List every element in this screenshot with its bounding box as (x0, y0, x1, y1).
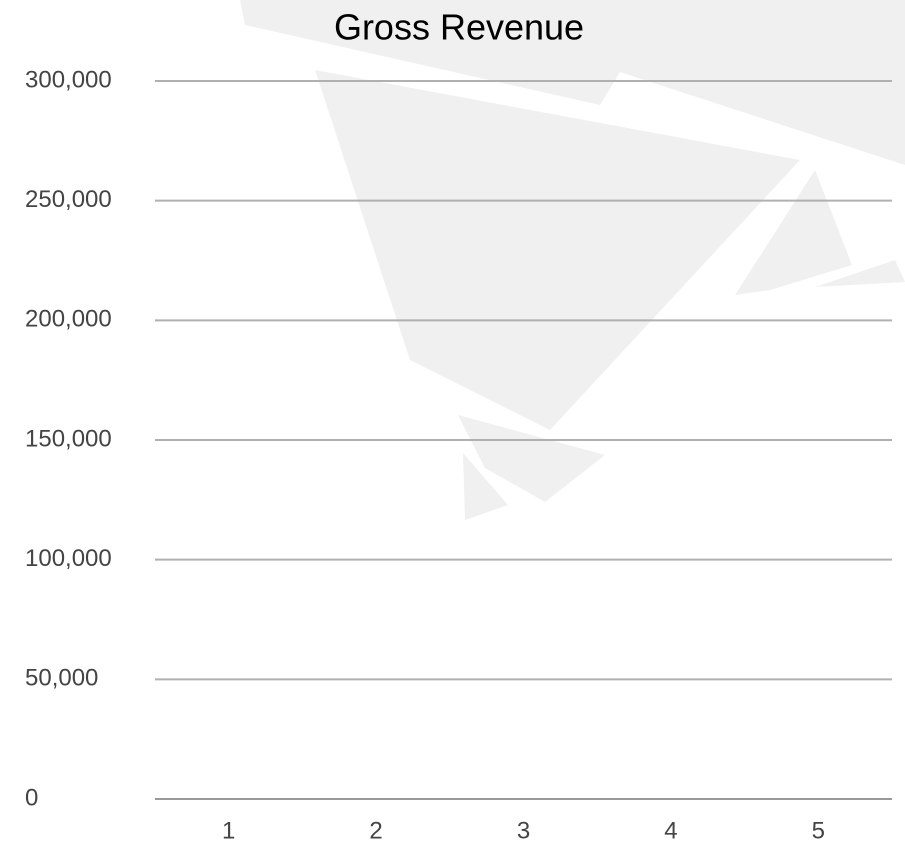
chart-title: Gross Revenue (334, 7, 584, 48)
y-tick-label: 150,000 (25, 425, 112, 452)
y-tick-label: 300,000 (25, 66, 112, 93)
watermark-shape (315, 70, 800, 430)
x-tick-label: 2 (369, 817, 382, 844)
y-tick-label: 100,000 (25, 545, 112, 572)
y-tick-label: 250,000 (25, 186, 112, 213)
x-tick-label: 3 (517, 817, 530, 844)
chart: Gross Revenue 0 50,000 100,000 150,000 200,0… (0, 0, 905, 847)
y-tick-label: 0 (25, 784, 38, 811)
y-tick-label: 200,000 (25, 306, 112, 333)
background-watermark (240, 0, 905, 520)
x-tick-label: 4 (664, 817, 677, 844)
y-tick-label: 50,000 (25, 665, 98, 692)
x-tick-label: 1 (222, 817, 235, 844)
x-tick-label: 5 (812, 817, 825, 844)
